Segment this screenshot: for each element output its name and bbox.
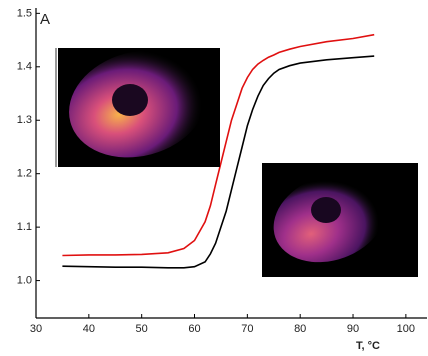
x-tick-label: 50 [136,323,148,335]
x-tick-label: 30 [30,323,42,335]
y-tick-label: 1.0 [17,274,32,286]
inset-image [261,159,418,278]
inset-image [56,36,220,173]
x-axis-label: T, °C [356,340,380,352]
y-tick-label: 1.4 [17,61,32,73]
y-tick-label: 1.2 [17,168,32,180]
chart: 30 40 50 60 70 80 90 100 1.0 1.1 1.2 1.3 1.4 1.5 A T,… [0,0,428,356]
y-tick-label: 1.3 [17,114,32,126]
y-tick-label: 1.5 [17,7,32,19]
x-tick-label: 100 [397,323,415,335]
x-tick-label: 90 [347,323,359,335]
x-tick-label: 40 [83,323,95,335]
panel-label: A [40,11,50,28]
x-tick-label: 60 [188,323,200,335]
x-tick-label: 80 [294,323,306,335]
x-tick-label: 70 [241,323,253,335]
y-tick-label: 1.1 [17,221,32,233]
